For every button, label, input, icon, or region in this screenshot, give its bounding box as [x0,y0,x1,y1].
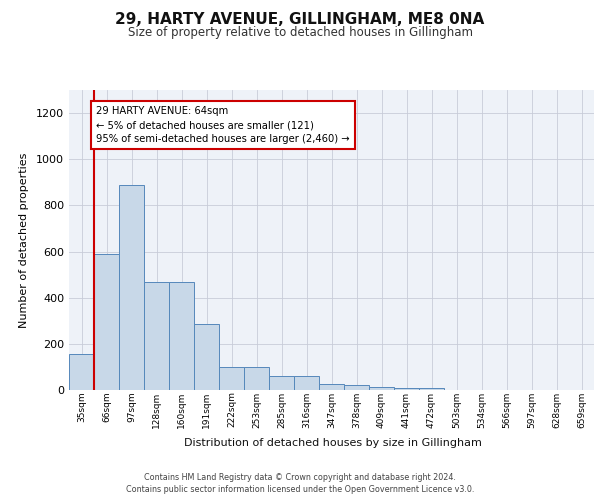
Bar [169,282,194,390]
Text: Contains HM Land Registry data © Crown copyright and database right 2024.: Contains HM Land Registry data © Crown c… [144,473,456,482]
Text: 29, HARTY AVENUE, GILLINGHAM, ME8 0NA: 29, HARTY AVENUE, GILLINGHAM, ME8 0NA [115,12,485,28]
Bar [269,376,294,390]
Text: 29 HARTY AVENUE: 64sqm
← 5% of detached houses are smaller (121)
95% of semi-det: 29 HARTY AVENUE: 64sqm ← 5% of detached … [96,106,350,144]
Text: Contains public sector information licensed under the Open Government Licence v3: Contains public sector information licen… [126,484,474,494]
Bar [69,354,94,390]
Bar [394,388,419,390]
Bar [244,367,269,390]
Bar [419,388,444,390]
Bar [119,184,144,390]
Bar [144,282,169,390]
Bar [319,384,344,390]
Bar [194,324,219,390]
Bar [369,386,394,390]
Text: Size of property relative to detached houses in Gillingham: Size of property relative to detached ho… [128,26,473,39]
Bar [344,386,369,390]
Bar [294,376,319,390]
Bar [219,367,244,390]
Bar [94,254,119,390]
Y-axis label: Number of detached properties: Number of detached properties [19,152,29,328]
Text: Distribution of detached houses by size in Gillingham: Distribution of detached houses by size … [184,438,482,448]
